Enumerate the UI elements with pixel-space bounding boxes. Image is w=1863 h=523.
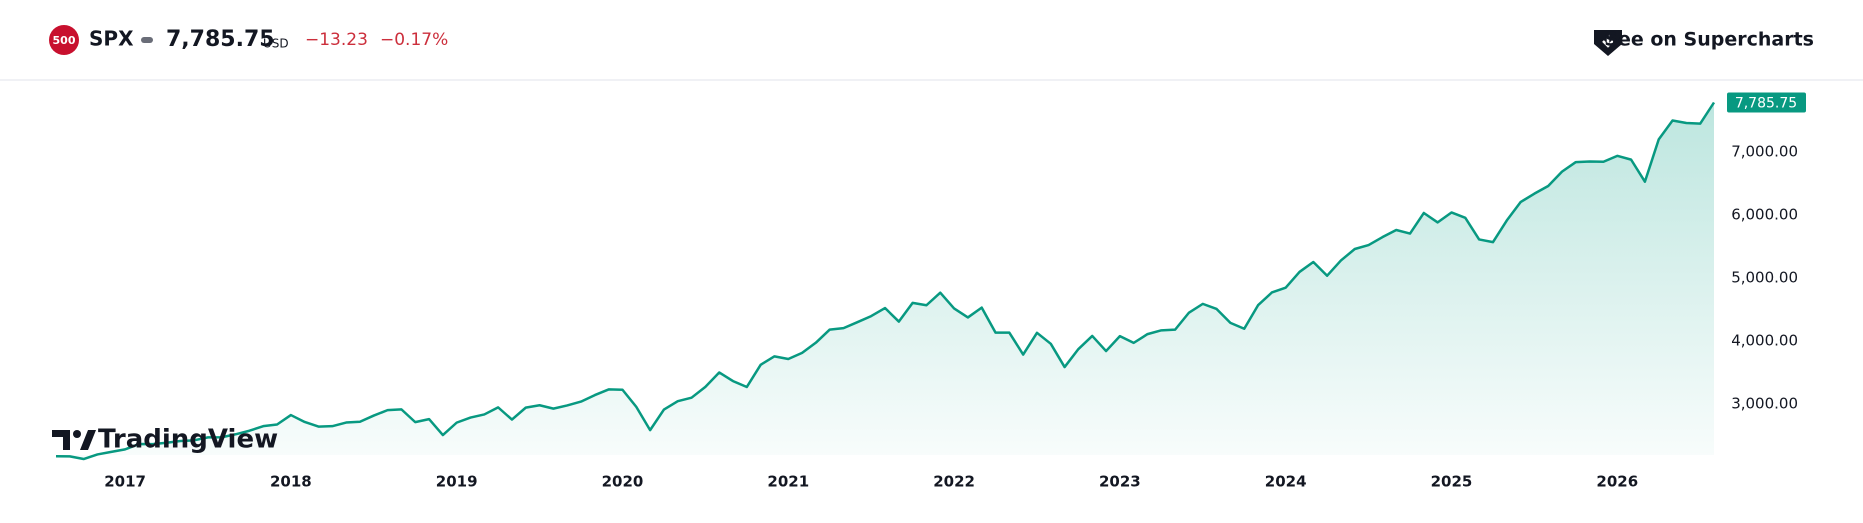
change: −13.23 [305,30,368,50]
change-percent: −0.17% [380,30,448,50]
x-tick-label: 2023 [1099,473,1141,491]
last-price-label: 7,785.75 [1735,95,1797,111]
brand-name: TradingView [98,425,278,455]
x-tick-label: 2017 [104,473,146,491]
logo-text: 500 [53,34,76,47]
supercharts-icon-arrow [1602,34,1614,48]
x-tick-label: 2021 [767,473,809,491]
x-tick-label: 2022 [933,473,975,491]
symbol-logo [49,25,79,55]
supercharts-link[interactable]: See on Supercharts [1604,29,1814,51]
x-tick-label: 2019 [436,473,478,491]
y-tick-label: 6,000.00 [1731,205,1798,223]
brand-logo: TradingView [52,425,278,455]
x-tick-label: 2025 [1431,473,1473,491]
price: 7,785.75 [166,27,275,52]
x-tick-label: 2024 [1265,473,1307,491]
area-fill [56,102,1714,460]
y-tick-label: 5,000.00 [1731,268,1798,286]
y-tick-label: 4,000.00 [1731,331,1798,349]
brand-icon [52,430,70,450]
price-line [55,101,1716,461]
brand-icon-dot [73,430,81,438]
y-tick-label: 3,000.00 [1731,394,1798,412]
brand-icon-slash [80,430,96,450]
last-price-tag [1727,92,1806,113]
y-tick-label: 7,000.00 [1731,142,1798,160]
separator [141,37,153,43]
x-tick-label: 2020 [602,473,644,491]
x-tick-label: 2018 [270,473,312,491]
x-tick-label: 2026 [1596,473,1638,491]
symbol[interactable]: SPX [89,27,134,51]
currency: USD [263,37,289,51]
